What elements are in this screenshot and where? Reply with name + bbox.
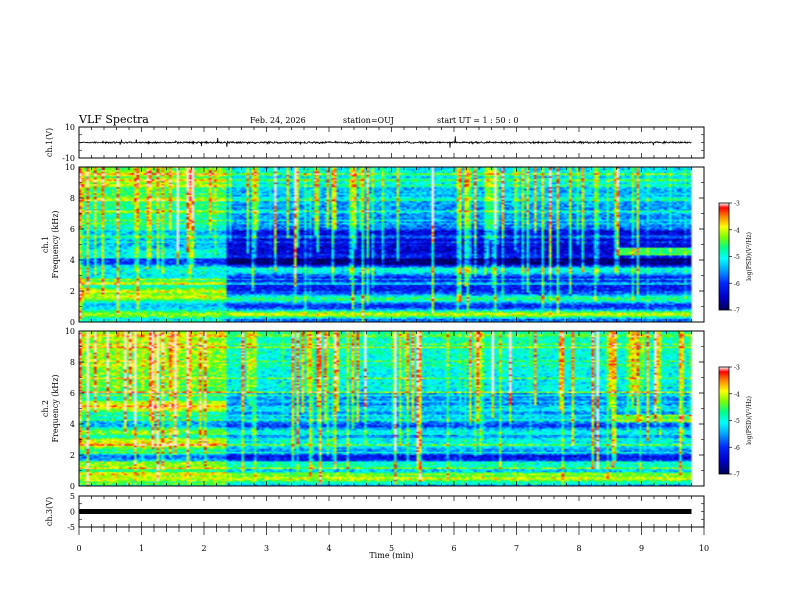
time-tick-label: 4 [326, 544, 331, 553]
ch2-colorbar: -3 -4 -5 -6 -7 log(PSD)(V²/Hz) [718, 365, 753, 479]
ch1-spectrogram-y-ticks: 0 2 4 6 8 10 [65, 163, 704, 327]
colorbar-tick-label: -5 [734, 254, 740, 261]
ch3-y-tick-middle: 0 [70, 508, 75, 517]
ch3-y-tick-top: 5 [70, 492, 75, 501]
frequency-tick-label: 8 [70, 358, 75, 367]
time-tick-label: 2 [201, 544, 206, 553]
ch1-colorbar-ticks: -3 -4 -5 -6 -7 [729, 201, 740, 315]
time-x-ticks: 0 1 2 3 4 5 6 7 8 9 10 [76, 544, 709, 553]
colorbar-tick-label: -5 [734, 418, 740, 425]
ch1-spectrogram-label-frequency: Frequency (kHz) [51, 210, 60, 278]
ch2-spectrogram-image [79, 331, 704, 486]
ch1-trace [78, 136, 692, 148]
time-tick-label: 5 [389, 544, 394, 553]
time-x-axis-label: Time (min) [369, 551, 413, 560]
ch1-waveform-panel: ch.1(V) 10 -10 [45, 123, 705, 163]
ch2-spectrogram-label-frequency: Frequency (kHz) [51, 374, 60, 442]
time-tick-label: 3 [264, 544, 269, 553]
time-tick-label: 0 [76, 544, 81, 553]
ch1-spectrogram-image [79, 167, 704, 322]
ch2-colorbar-gradient [719, 367, 729, 474]
frequency-tick-label: 8 [70, 194, 75, 203]
time-tick-marks [78, 126, 705, 535]
time-tick-label: 8 [576, 544, 581, 553]
frequency-tick-label: 4 [70, 420, 75, 429]
time-tick-label: 7 [514, 544, 519, 553]
ch3-y-tick-bottom: -5 [67, 523, 75, 532]
ch1-waveform-line [78, 136, 692, 148]
ch1-colorbar-gradient [719, 203, 729, 310]
frequency-tick-label: 0 [70, 482, 75, 491]
ch1-y-axis-label: ch.1(V) [45, 128, 54, 157]
ch2-colorbar-label: log(PSD)(V²/Hz) [746, 396, 753, 445]
ch3-y-axis-label: ch.3(V) [45, 497, 54, 526]
time-tick-label: 6 [451, 544, 456, 553]
colorbar-tick-label: -3 [734, 365, 740, 372]
frequency-tick-label: 6 [70, 389, 75, 398]
ch1-y-tick-top: 10 [65, 123, 75, 132]
frequency-tick-label: 10 [65, 327, 75, 336]
start-time-label: start UT = 1 : 50 : 0 [437, 116, 518, 125]
ch3-waveform-panel: ch.3(V) 5 0 -5 0 1 2 3 4 5 6 7 8 9 10 Time (min) [45, 492, 709, 560]
ch2-spectrogram-panel: ch.2 Frequency (kHz) 0 2 4 6 8 10 [41, 327, 705, 491]
colorbar-tick-label: -4 [734, 227, 740, 234]
colorbar-tick-label: -6 [734, 445, 740, 452]
frequency-tick-label: 0 [70, 318, 75, 327]
time-tick-label: 1 [139, 544, 144, 553]
ch1-spectrogram-label-channel: ch.1 [41, 236, 50, 253]
time-tick-label: 10 [699, 544, 709, 553]
ch1-spectrogram-panel: ch.1 Frequency (kHz) 0 2 4 6 8 10 [41, 163, 705, 327]
frequency-tick-label: 2 [70, 287, 75, 296]
figure-title: VLF Spectra [78, 113, 149, 126]
time-tick-label: 9 [639, 544, 644, 553]
ch3-trace [79, 509, 692, 514]
colorbar-tick-label: -7 [734, 308, 740, 315]
ch2-spectrogram-y-ticks: 0 2 4 6 8 10 [65, 327, 704, 491]
frequency-tick-label: 10 [65, 163, 75, 172]
frequency-tick-label: 4 [70, 256, 75, 265]
date-label: Feb. 24, 2026 [250, 116, 306, 125]
ch1-y-tick-bottom: -10 [62, 154, 75, 163]
colorbar-tick-label: -6 [734, 281, 740, 288]
station-label: station=OUJ [343, 116, 394, 125]
frequency-tick-label: 2 [70, 451, 75, 460]
ch1-colorbar-label: log(PSD)(V²/Hz) [746, 232, 753, 281]
ch2-spectrogram-label-channel: ch.2 [41, 400, 50, 417]
colorbar-tick-label: -7 [734, 472, 740, 479]
colorbar-tick-label: -4 [734, 391, 740, 398]
frequency-tick-label: 6 [70, 225, 75, 234]
colorbar-tick-label: -3 [734, 201, 740, 208]
ch1-colorbar: -3 -4 -5 -6 -7 log(PSD)(V²/Hz) [718, 201, 753, 315]
ch2-colorbar-ticks: -3 -4 -5 -6 -7 [729, 365, 740, 479]
